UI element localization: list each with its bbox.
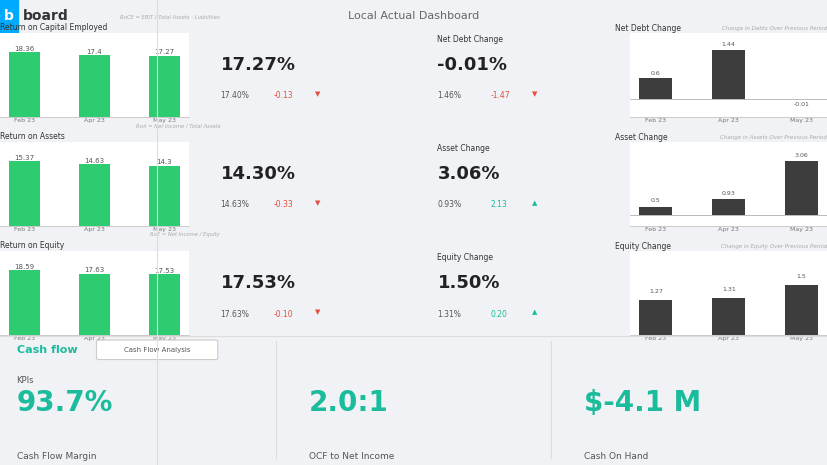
Text: 2.0:1: 2.0:1	[308, 390, 389, 418]
Text: 1.31: 1.31	[722, 287, 736, 292]
Text: 14.63%: 14.63%	[221, 200, 250, 209]
Text: 0.6: 0.6	[651, 71, 661, 75]
Text: Equity Change: Equity Change	[614, 242, 671, 252]
Text: -1.47: -1.47	[490, 91, 510, 100]
Text: 3.06%: 3.06%	[437, 165, 500, 183]
Text: Net Debt Change: Net Debt Change	[614, 24, 681, 33]
Text: -0.10: -0.10	[274, 310, 293, 319]
Text: Return on Assets: Return on Assets	[0, 132, 65, 141]
Text: 1.31%: 1.31%	[437, 310, 461, 319]
Text: RoA = Net Income / Total Assets: RoA = Net Income / Total Assets	[136, 123, 220, 128]
Text: Asset Change: Asset Change	[437, 144, 490, 153]
Bar	[79, 164, 110, 226]
FancyBboxPatch shape	[97, 340, 218, 359]
Bar	[79, 55, 110, 117]
Bar	[8, 161, 40, 226]
Text: 1.46%: 1.46%	[437, 91, 461, 100]
Text: 0.20: 0.20	[490, 310, 507, 319]
Text: 17.63: 17.63	[84, 267, 104, 273]
Text: 0.5: 0.5	[651, 198, 661, 203]
Text: ▼: ▼	[315, 200, 320, 206]
Text: 1.5: 1.5	[796, 274, 806, 279]
Text: 15.37: 15.37	[14, 155, 35, 160]
Text: 17.4: 17.4	[87, 49, 102, 55]
Bar	[786, 286, 818, 384]
Text: 93.7%: 93.7%	[17, 390, 113, 418]
Bar	[149, 56, 180, 117]
Text: Net Debt Change: Net Debt Change	[437, 35, 504, 44]
Text: Change in Assets Over Previous Period: Change in Assets Over Previous Period	[720, 135, 827, 140]
Text: $-4.1 M: $-4.1 M	[585, 390, 701, 418]
Text: 14.30%: 14.30%	[221, 165, 295, 183]
Text: Asset Change: Asset Change	[614, 133, 667, 142]
Text: ▼: ▼	[315, 91, 320, 97]
Bar	[712, 199, 745, 215]
Text: 2.13: 2.13	[490, 200, 507, 209]
Bar	[0, 0, 18, 33]
Text: Change in Equity Over Previous Period: Change in Equity Over Previous Period	[720, 244, 827, 249]
Text: 1.44: 1.44	[722, 42, 736, 47]
Text: Return on Capital Employed: Return on Capital Employed	[0, 23, 108, 32]
Text: Cash On Hand: Cash On Hand	[585, 452, 649, 461]
Text: 0.93: 0.93	[722, 191, 736, 196]
Bar	[712, 298, 745, 384]
Bar	[79, 273, 110, 335]
Text: Change in Debts Over Previous Period: Change in Debts Over Previous Period	[722, 26, 827, 31]
Bar	[639, 300, 672, 384]
Text: 14.3: 14.3	[156, 159, 172, 165]
Text: 17.27%: 17.27%	[221, 56, 295, 74]
Bar	[712, 50, 745, 99]
Bar	[786, 161, 818, 215]
Text: Local Actual Dashboard: Local Actual Dashboard	[348, 11, 479, 21]
Text: board: board	[23, 9, 69, 23]
Text: 18.59: 18.59	[14, 264, 35, 270]
Text: Cash flow: Cash flow	[17, 345, 77, 355]
Text: -0.01: -0.01	[794, 102, 810, 107]
Text: b: b	[4, 9, 14, 23]
Text: -0.13: -0.13	[274, 91, 293, 100]
Text: RoE = Net Income / Equity: RoE = Net Income / Equity	[151, 232, 220, 237]
Text: 0.93%: 0.93%	[437, 200, 461, 209]
Text: ▲: ▲	[532, 200, 538, 206]
Text: 17.40%: 17.40%	[221, 91, 250, 100]
Bar	[8, 270, 40, 335]
Text: Cash Flow Margin: Cash Flow Margin	[17, 452, 96, 461]
Text: 1.27: 1.27	[649, 289, 662, 294]
Text: Cash Flow Analysis: Cash Flow Analysis	[124, 347, 190, 353]
Text: ▲: ▲	[532, 310, 538, 316]
Bar	[8, 52, 40, 117]
Text: 18.36: 18.36	[14, 46, 35, 52]
Text: 17.53: 17.53	[154, 267, 174, 273]
Text: 3.06: 3.06	[795, 153, 809, 158]
Bar	[149, 166, 180, 226]
Text: ▼: ▼	[532, 91, 538, 97]
Text: ▼: ▼	[315, 310, 320, 316]
Text: KPIs: KPIs	[17, 377, 34, 385]
Text: OCF to Net Income: OCF to Net Income	[308, 452, 394, 461]
Text: Equity Change: Equity Change	[437, 253, 494, 262]
Text: -0.33: -0.33	[274, 200, 294, 209]
Text: Return on Equity: Return on Equity	[0, 241, 65, 250]
Text: 17.63%: 17.63%	[221, 310, 250, 319]
Text: 14.63: 14.63	[84, 158, 104, 164]
Text: -0.01%: -0.01%	[437, 56, 508, 74]
Bar	[149, 274, 180, 335]
Text: RoCE = EBIT / Total Assets - Liabilities: RoCE = EBIT / Total Assets - Liabilities	[121, 14, 220, 19]
Bar	[639, 206, 672, 215]
Text: 17.53%: 17.53%	[221, 274, 295, 292]
Bar	[639, 79, 672, 99]
Text: 1.50%: 1.50%	[437, 274, 500, 292]
Text: 17.27: 17.27	[154, 49, 174, 55]
